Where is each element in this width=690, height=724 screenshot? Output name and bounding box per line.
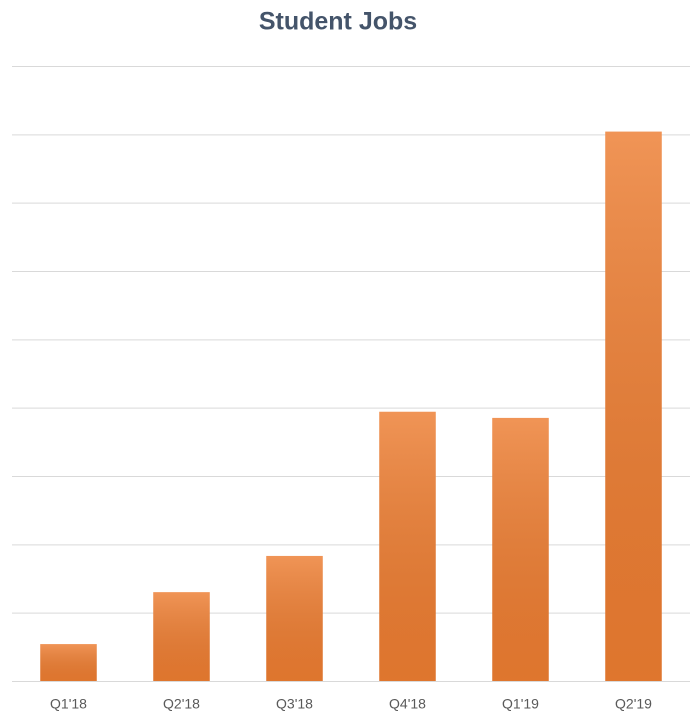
x-tick-label: Q3'18 [276,696,313,712]
bar-shade [492,417,549,681]
bar-shade [40,644,97,681]
x-tick-label: Q1'19 [502,696,539,712]
x-tick-label: Q2'18 [163,696,200,712]
bar-shade [605,131,662,682]
x-tick-label: Q1'18 [50,696,87,712]
bar-shade [153,592,210,681]
x-tick-label: Q4'18 [389,696,426,712]
bar-shade [379,411,436,681]
chart-title: Student Jobs [259,8,417,36]
x-tick-label: Q2'19 [615,696,652,712]
bar-shade [266,555,323,681]
